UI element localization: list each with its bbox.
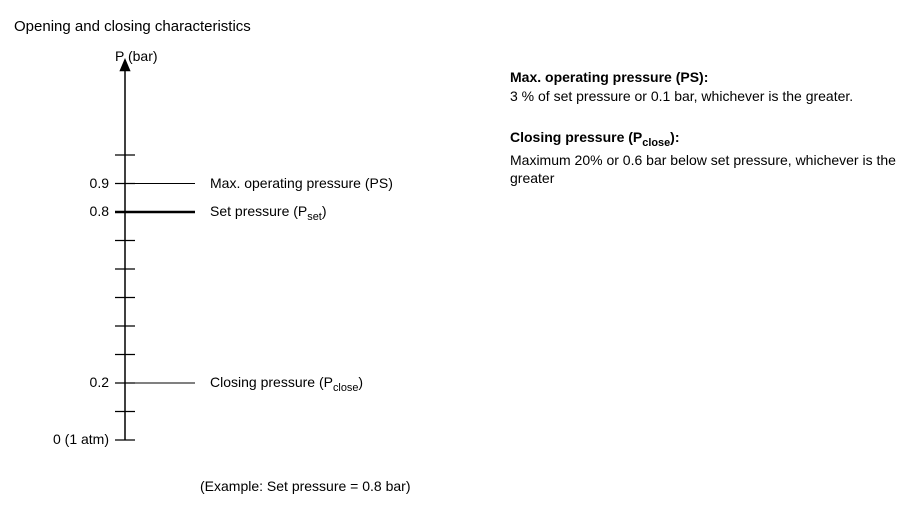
info-body: 3 % of set pressure or 0.1 bar, whicheve…: [510, 87, 910, 106]
axis-tick-label: 0.2: [29, 374, 109, 390]
y-axis-label: P (bar): [115, 48, 158, 64]
info-title: Max. operating pressure (PS):: [510, 68, 910, 87]
marker-label: Set pressure (Pset): [210, 203, 327, 223]
example-caption: (Example: Set pressure = 0.8 bar): [200, 478, 411, 494]
info-body: Maximum 20% or 0.6 bar below set pressur…: [510, 151, 910, 189]
info-closing-pressure: Closing pressure (Pclose): Maximum 20% o…: [510, 128, 910, 188]
axis-tick-label: 0 (1 atm): [29, 431, 109, 447]
info-title: Closing pressure (Pclose):: [510, 128, 910, 151]
axis-tick-label: 0.9: [29, 175, 109, 191]
info-max-operating-pressure: Max. operating pressure (PS): 3 % of set…: [510, 68, 910, 106]
axis-tick-label: 0.8: [29, 203, 109, 219]
marker-label: Max. operating pressure (PS): [210, 175, 393, 191]
marker-label: Closing pressure (Pclose): [210, 374, 363, 394]
